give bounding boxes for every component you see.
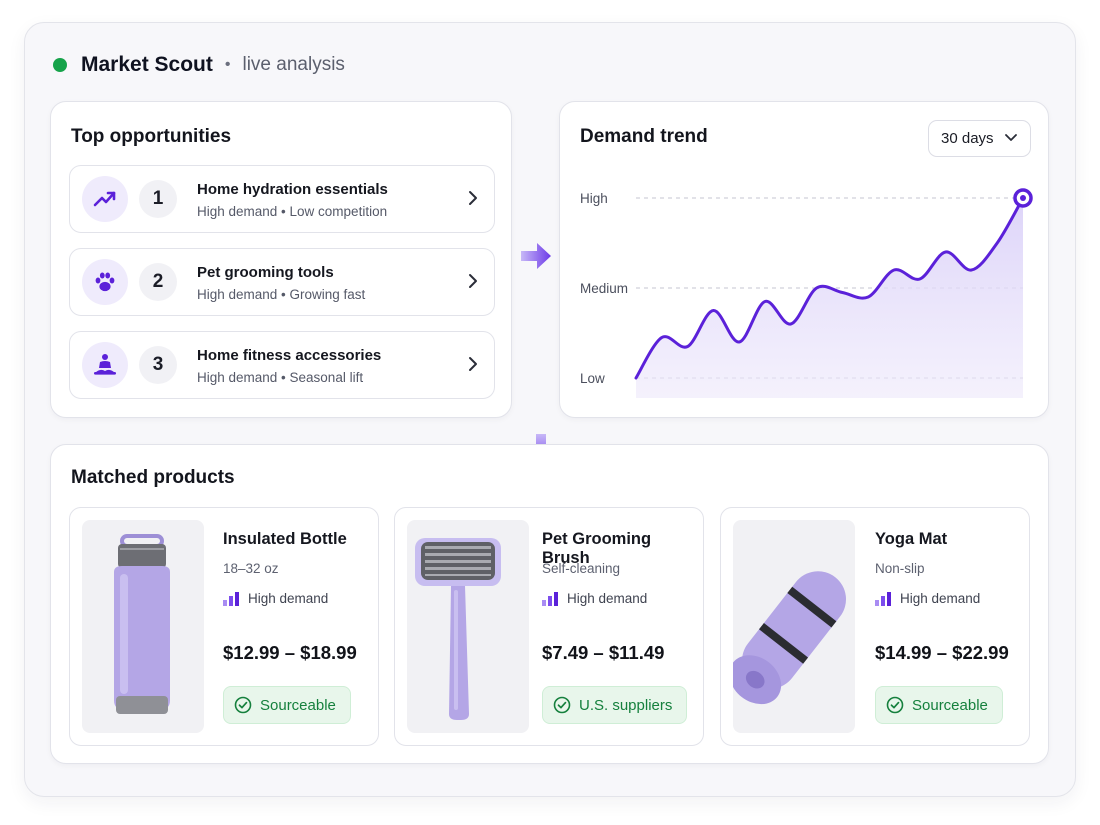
- products-card: Matched products Insulated Bottle 18–32 …: [50, 444, 1049, 764]
- opportunities-card: Top opportunities 1 Home hydration essen…: [50, 101, 512, 418]
- app-title: Market Scout: [81, 53, 213, 76]
- chevron-right-icon: [469, 357, 477, 371]
- badge-label: U.S. suppliers: [579, 696, 673, 714]
- chevron-right-icon: [469, 191, 477, 205]
- range-value: 30 days: [941, 130, 994, 147]
- product-name: Yoga Mat: [875, 530, 948, 548]
- products-title: Matched products: [71, 467, 235, 488]
- product-card[interactable]: Insulated Bottle 18–32 oz High demand $1…: [69, 507, 379, 746]
- opportunity-title: Home fitness accessories: [197, 347, 382, 364]
- sourcing-badge: Sourceable: [875, 686, 1003, 724]
- product-image-yoga-mat: [733, 520, 855, 733]
- product-variant: Self-cleaning: [542, 561, 621, 576]
- trending-up-icon: [82, 176, 128, 222]
- range-dropdown[interactable]: 30 days: [928, 120, 1031, 157]
- opportunity-title: Home hydration essentials: [197, 181, 388, 198]
- sourcing-badge: U.S. suppliers: [542, 686, 688, 724]
- check-circle-icon: [234, 696, 252, 714]
- y-level-label: Medium: [580, 281, 628, 296]
- demand-label: High demand: [567, 591, 648, 606]
- y-level-label: Low: [580, 371, 605, 386]
- chevron-down-icon: [1005, 134, 1017, 141]
- bar-chart-icon: [223, 591, 239, 606]
- trend-area: [636, 198, 1023, 398]
- demand-indicator: High demand: [542, 591, 647, 606]
- opportunity-rank: 2: [139, 263, 177, 301]
- product-variant: Non-slip: [875, 561, 925, 576]
- status-label: live analysis: [242, 54, 345, 75]
- opportunities-title: Top opportunities: [71, 126, 232, 147]
- demand-trend-chart: Low Medium High: [580, 188, 1033, 398]
- product-variant: 18–32 oz: [223, 561, 279, 576]
- opportunity-meta: High demand • Growing fast: [197, 287, 366, 302]
- latest-point-dot: [1020, 195, 1026, 201]
- opportunity-title: Pet grooming tools: [197, 264, 334, 281]
- trend-line: [634, 196, 1025, 380]
- meditation-icon: [82, 342, 128, 388]
- check-circle-icon: [886, 696, 904, 714]
- demand-indicator: High demand: [875, 591, 980, 606]
- product-name: Insulated Bottle: [223, 530, 347, 548]
- opportunity-rank: 1: [139, 180, 177, 218]
- badge-label: Sourceable: [912, 696, 988, 714]
- product-image-bottle: [82, 520, 204, 733]
- bar-chart-icon: [875, 591, 891, 606]
- paw-icon: [82, 259, 128, 305]
- header-separator: •: [224, 56, 231, 73]
- header: Market Scout • live analysis: [53, 50, 345, 80]
- live-status-dot: [53, 58, 67, 72]
- opportunity-item[interactable]: 3 Home fitness accessories High demand •…: [69, 331, 495, 399]
- sourcing-badge: Sourceable: [223, 686, 351, 724]
- product-price: $14.99 – $22.99: [875, 642, 1009, 663]
- opportunity-item[interactable]: 2 Pet grooming tools High demand • Growi…: [69, 248, 495, 316]
- opportunity-meta: High demand • Seasonal lift: [197, 370, 364, 385]
- y-level-label: High: [580, 191, 608, 206]
- check-circle-icon: [553, 696, 571, 714]
- demand-label: High demand: [900, 591, 981, 606]
- product-card[interactable]: Yoga Mat Non-slip High demand $14.99 – $…: [720, 507, 1030, 746]
- product-price: $7.49 – $11.49: [542, 642, 665, 663]
- opportunity-meta: High demand • Low competition: [197, 204, 388, 219]
- arrow-right-icon: [521, 243, 551, 269]
- bar-chart-icon: [542, 591, 558, 606]
- product-price: $12.99 – $18.99: [223, 642, 357, 663]
- opportunity-rank: 3: [139, 346, 177, 384]
- chevron-right-icon: [469, 274, 477, 288]
- product-image-brush: [407, 520, 529, 733]
- opportunity-item[interactable]: 1 Home hydration essentials High demand …: [69, 165, 495, 233]
- demand-label: High demand: [248, 591, 329, 606]
- demand-indicator: High demand: [223, 591, 328, 606]
- badge-label: Sourceable: [260, 696, 336, 714]
- product-card[interactable]: Pet Grooming Brush Self-cleaning High de…: [394, 507, 704, 746]
- product-name: Pet Grooming Brush: [542, 530, 652, 567]
- demand-trend-card: Demand trend 30 days Low Medium High: [559, 101, 1049, 418]
- trend-title: Demand trend: [580, 126, 708, 147]
